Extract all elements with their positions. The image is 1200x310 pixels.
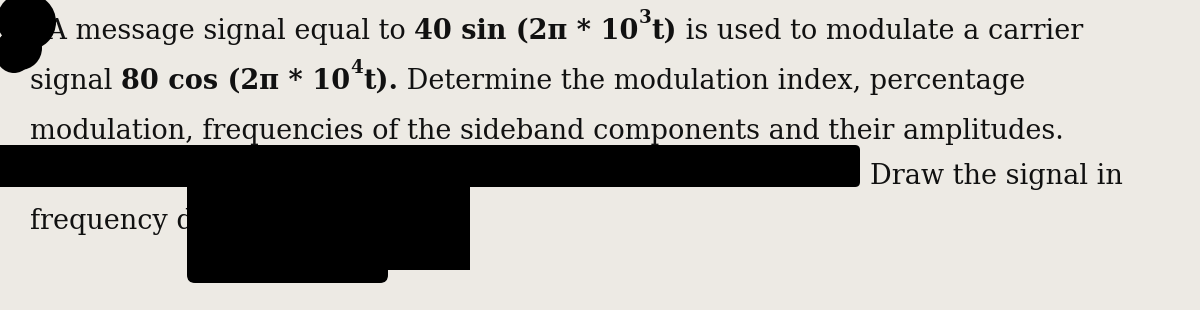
Text: signal: signal — [30, 68, 121, 95]
Bar — [200, 175, 470, 270]
Circle shape — [0, 26, 42, 70]
Bar — [0, 152, 860, 180]
Text: t).: t). — [362, 68, 398, 95]
Text: modulation, frequencies of the sideband components and their amplitudes.: modulation, frequencies of the sideband … — [30, 118, 1063, 145]
Text: A message signal equal to: A message signal equal to — [30, 18, 414, 45]
Text: t): t) — [652, 18, 677, 45]
Text: 3: 3 — [638, 9, 652, 27]
Text: is used to modulate a carrier: is used to modulate a carrier — [677, 18, 1084, 45]
Circle shape — [0, 0, 56, 50]
Text: 40 sin (2π * 10: 40 sin (2π * 10 — [414, 18, 638, 45]
Ellipse shape — [0, 31, 34, 73]
Text: 4: 4 — [350, 59, 362, 77]
Ellipse shape — [0, 0, 47, 46]
Text: Draw the signal in: Draw the signal in — [870, 163, 1123, 190]
Text: 80 cos (2π * 10: 80 cos (2π * 10 — [121, 68, 350, 95]
Text: frequency domain. (: frequency domain. ( — [30, 208, 306, 235]
Text: Determine the modulation index, percentage: Determine the modulation index, percenta… — [398, 68, 1025, 95]
FancyBboxPatch shape — [0, 145, 860, 187]
FancyBboxPatch shape — [187, 169, 388, 283]
